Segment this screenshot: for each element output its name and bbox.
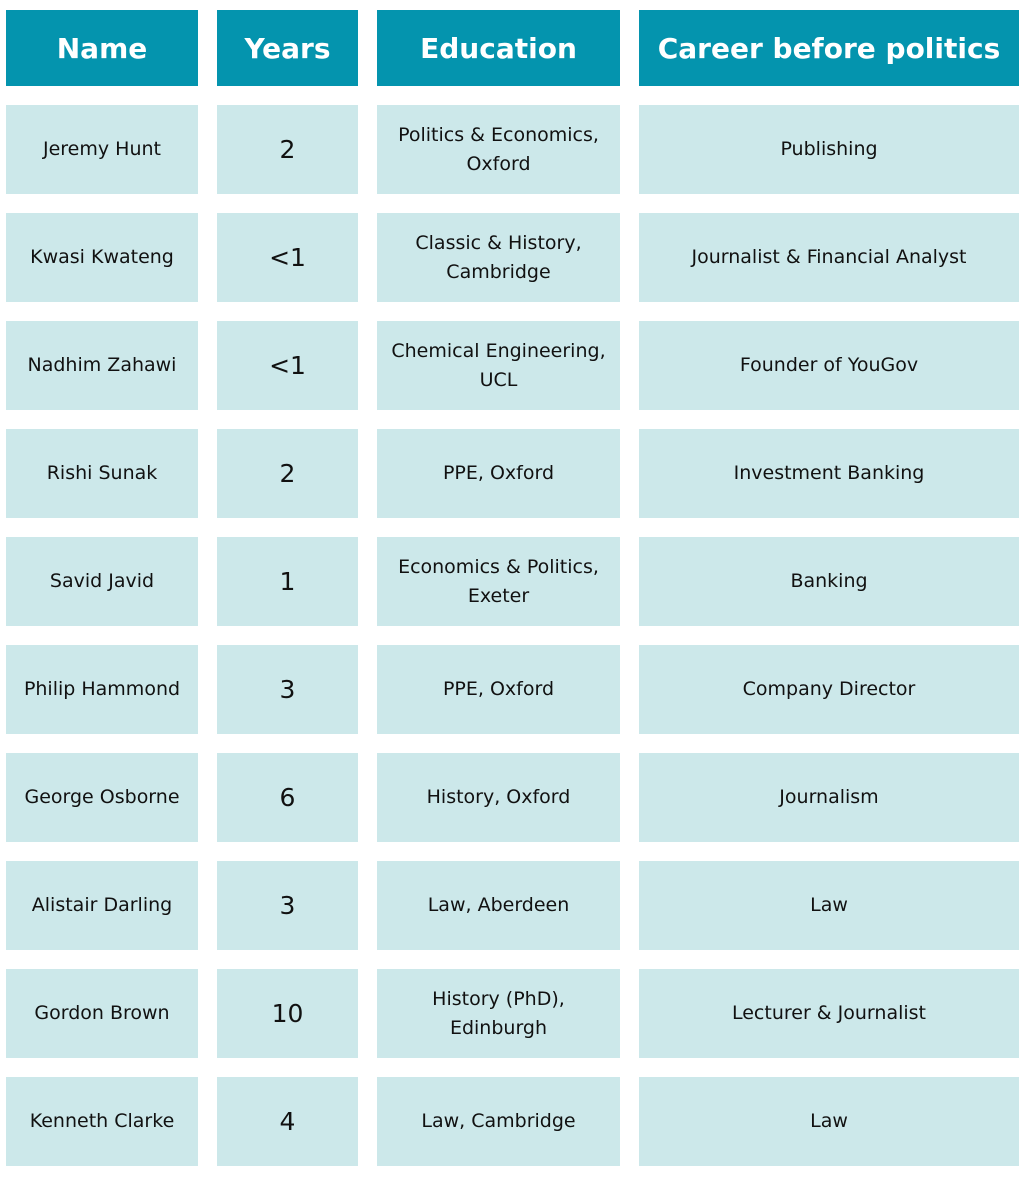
chancellors-table: Name Years Education Career before politics… [6,10,1019,1166]
header-years: Years [217,10,358,86]
cell-years: 3 [217,645,358,734]
cell-education: History, Oxford [377,753,620,842]
cell-education: Law, Cambridge [377,1077,620,1166]
cell-education: Politics & Economics, Oxford [377,105,620,194]
header-name: Name [6,10,198,86]
cell-name: Jeremy Hunt [6,105,198,194]
cell-education: Law, Aberdeen [377,861,620,950]
cell-years: <1 [217,213,358,302]
cell-education: PPE, Oxford [377,645,620,734]
cell-name: Alistair Darling [6,861,198,950]
cell-name: Philip Hammond [6,645,198,734]
cell-education: PPE, Oxford [377,429,620,518]
cell-name: Nadhim Zahawi [6,321,198,410]
cell-years: 6 [217,753,358,842]
cell-years: 4 [217,1077,358,1166]
header-education: Education [377,10,620,86]
cell-years: <1 [217,321,358,410]
cell-name: George Osborne [6,753,198,842]
cell-career: Publishing [639,105,1019,194]
cell-name: Rishi Sunak [6,429,198,518]
cell-name: Gordon Brown [6,969,198,1058]
cell-career: Company Director [639,645,1019,734]
cell-education: Classic & History, Cambridge [377,213,620,302]
cell-name: Kenneth Clarke [6,1077,198,1166]
cell-career: Journalism [639,753,1019,842]
cell-name: Kwasi Kwateng [6,213,198,302]
cell-years: 1 [217,537,358,626]
cell-career: Founder of YouGov [639,321,1019,410]
cell-years: 3 [217,861,358,950]
cell-name: Savid Javid [6,537,198,626]
cell-years: 2 [217,429,358,518]
cell-career: Investment Banking [639,429,1019,518]
cell-career: Journalist & Financial Analyst [639,213,1019,302]
cell-career: Law [639,1077,1019,1166]
cell-years: 2 [217,105,358,194]
cell-years: 10 [217,969,358,1058]
cell-career: Banking [639,537,1019,626]
cell-career: Lecturer & Journalist [639,969,1019,1058]
cell-education: Economics & Politics, Exeter [377,537,620,626]
cell-career: Law [639,861,1019,950]
header-career: Career before politics [639,10,1019,86]
cell-education: Chemical Engineering, UCL [377,321,620,410]
cell-education: History (PhD), Edinburgh [377,969,620,1058]
